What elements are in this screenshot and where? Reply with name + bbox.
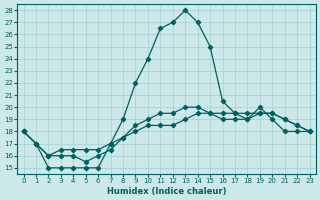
X-axis label: Humidex (Indice chaleur): Humidex (Indice chaleur) [107,187,226,196]
